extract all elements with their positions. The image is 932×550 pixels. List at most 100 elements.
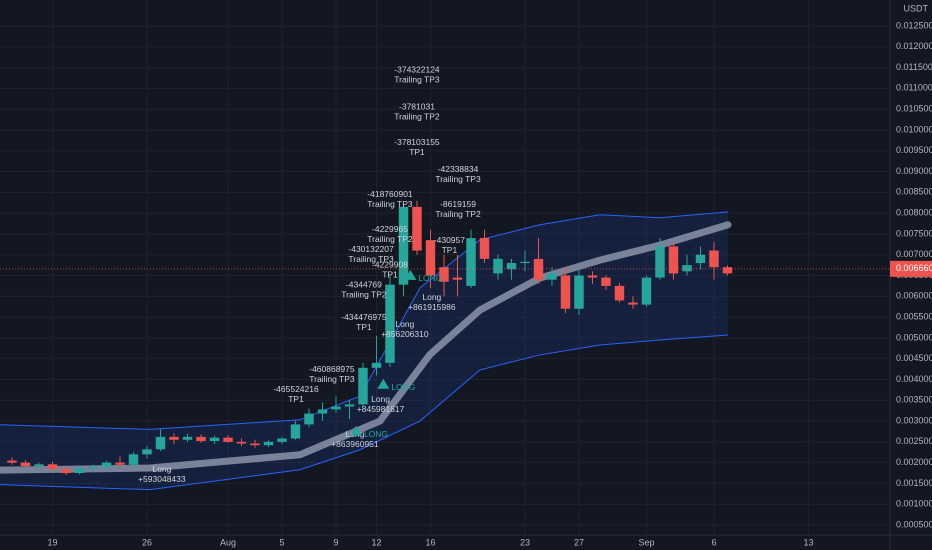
candle-body bbox=[196, 436, 206, 442]
candle-body bbox=[614, 285, 625, 301]
candle-body bbox=[142, 449, 152, 455]
y-tick-label: 0.001500 bbox=[896, 478, 932, 488]
y-tick-label: 0.008500 bbox=[896, 187, 932, 197]
candle-body bbox=[601, 277, 611, 286]
candle-body bbox=[74, 468, 85, 474]
annotation-text: -4229908 bbox=[372, 259, 408, 269]
y-tick-label: 0.010500 bbox=[896, 104, 932, 114]
annotation-text: -465524216 bbox=[273, 384, 319, 394]
annotation-text: Trailing TP2 bbox=[435, 209, 481, 219]
x-tick-label: 27 bbox=[574, 537, 584, 547]
y-tick-label: 0.002500 bbox=[896, 436, 932, 446]
y-tick-label: 0.000500 bbox=[896, 519, 932, 529]
candle-body bbox=[547, 273, 557, 280]
candle-body bbox=[236, 441, 247, 444]
annotation-text: -418760901 bbox=[367, 189, 413, 199]
candle-body bbox=[398, 206, 409, 285]
candle-body bbox=[88, 466, 98, 469]
y-tick-label: 0.011000 bbox=[896, 83, 932, 93]
annotation: Long+593048433 bbox=[138, 464, 186, 484]
candle-body bbox=[263, 441, 274, 446]
candle-body bbox=[425, 240, 436, 276]
band-fill bbox=[0, 211, 729, 490]
candle-body bbox=[331, 406, 341, 410]
candle-body bbox=[695, 254, 706, 264]
annotation: Long+845981617 bbox=[357, 394, 405, 414]
candle-body bbox=[7, 460, 17, 463]
candle-body bbox=[20, 462, 31, 466]
candle-body bbox=[439, 267, 449, 282]
y-tick-label: 0.012500 bbox=[896, 20, 932, 30]
candle-body bbox=[412, 206, 422, 251]
signal-arrow bbox=[377, 378, 390, 389]
candle-body bbox=[668, 246, 679, 274]
annotation-text: -430957 bbox=[434, 235, 465, 245]
y-tick-label: 0.007000 bbox=[896, 249, 932, 259]
x-tick-label: 9 bbox=[333, 537, 338, 547]
annotation-text: Trailing TP3 bbox=[435, 174, 481, 184]
annotation-text: -8619159 bbox=[440, 199, 476, 209]
x-tick-label: Aug bbox=[220, 537, 236, 547]
candle-body bbox=[371, 362, 382, 368]
annotation-text: Trailing TP3 bbox=[394, 74, 440, 84]
annotation-text: Trailing TP3 bbox=[309, 374, 355, 384]
candle-body bbox=[506, 263, 517, 270]
candle-body bbox=[628, 302, 638, 305]
x-tick-label: 12 bbox=[371, 537, 381, 547]
annotation-text: +863960951 bbox=[331, 439, 379, 449]
annotation-text: Trailing TP3 bbox=[367, 199, 413, 209]
candle-body bbox=[466, 238, 476, 286]
band-line bbox=[0, 334, 729, 491]
candle-body bbox=[574, 275, 584, 309]
x-tick-label: 19 bbox=[48, 537, 58, 547]
candle-body bbox=[479, 238, 490, 259]
annotation-text: -42338834 bbox=[438, 164, 479, 174]
candle-body bbox=[47, 464, 58, 469]
candle-body bbox=[101, 462, 112, 467]
candle-body bbox=[587, 275, 598, 278]
x-tick-label: Sep bbox=[638, 537, 654, 547]
candle-body bbox=[250, 443, 260, 446]
annotation-text: Trailing TP2 bbox=[367, 234, 413, 244]
candle-body bbox=[155, 436, 166, 450]
annotation-text: TP1 bbox=[409, 147, 425, 157]
annotation: Long+861915986 bbox=[408, 292, 456, 312]
annotation-text: -378103155 bbox=[394, 137, 440, 147]
y-tick-label: 0.004000 bbox=[896, 374, 932, 384]
x-tick-label: 23 bbox=[520, 537, 530, 547]
candle-body bbox=[209, 437, 220, 442]
x-tick-label: 13 bbox=[803, 537, 813, 547]
annotation-text: -4344769 bbox=[346, 279, 382, 289]
y-tick-label: 0.009500 bbox=[896, 145, 932, 155]
annotation-text: +593048433 bbox=[138, 474, 186, 484]
candle-body bbox=[358, 367, 368, 405]
annotation-text: -374322124 bbox=[394, 64, 440, 74]
candle-body bbox=[182, 436, 193, 440]
last-price-box bbox=[890, 260, 932, 277]
candle-body bbox=[317, 409, 328, 414]
signal: LONG bbox=[404, 269, 442, 283]
candle-body bbox=[34, 464, 44, 466]
x-tick-label: 16 bbox=[425, 537, 435, 547]
candle-body bbox=[493, 258, 503, 274]
y-tick-label: 0.001000 bbox=[896, 499, 932, 509]
annotation-text: -460868975 bbox=[309, 364, 355, 374]
candle-body bbox=[223, 437, 233, 442]
candle-body bbox=[560, 275, 571, 309]
band-line bbox=[0, 211, 729, 430]
annotation-text: Long bbox=[422, 292, 441, 302]
annotation-text: +845981617 bbox=[357, 404, 405, 414]
y-tick-label: 0.004500 bbox=[896, 353, 932, 363]
